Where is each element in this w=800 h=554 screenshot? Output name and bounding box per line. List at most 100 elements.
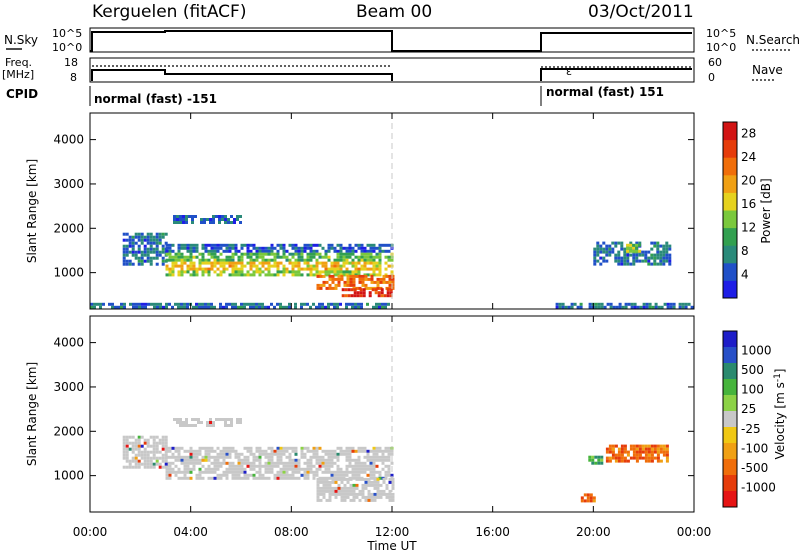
data-cell <box>339 249 343 253</box>
data-cell <box>656 447 660 451</box>
data-cell <box>650 247 654 251</box>
data-cell <box>602 247 606 251</box>
data-cell <box>324 264 328 268</box>
data-cell <box>282 305 285 309</box>
data-cell <box>243 273 247 277</box>
data-cell <box>155 235 159 239</box>
data-cell <box>345 473 349 477</box>
data-cell <box>149 450 153 454</box>
data-cell <box>605 459 609 463</box>
data-cell <box>168 249 172 253</box>
data-cell <box>237 473 241 477</box>
data-cell <box>213 270 217 274</box>
data-cell <box>270 302 273 306</box>
data-cell <box>222 264 226 268</box>
data-cell <box>258 446 262 450</box>
data-cell <box>303 452 307 456</box>
data-cell <box>218 215 221 218</box>
data-cell <box>180 461 184 465</box>
data-cell <box>608 450 612 454</box>
data-cell <box>600 458 604 462</box>
data-cell <box>602 256 606 260</box>
data-cell <box>231 470 235 474</box>
data-cell <box>324 267 328 271</box>
data-cell <box>297 467 301 471</box>
data-cell <box>201 273 205 277</box>
data-cell <box>309 264 313 268</box>
data-cell <box>672 302 676 306</box>
data-cell <box>243 243 247 247</box>
data-cell <box>355 486 359 490</box>
data-cell <box>122 253 126 257</box>
data-cell <box>183 461 187 465</box>
data-cell <box>312 255 316 259</box>
data-cell <box>261 302 264 306</box>
data-cell <box>368 294 372 298</box>
data-cell <box>318 270 322 274</box>
data-cell <box>114 305 117 309</box>
data-cell <box>384 243 388 247</box>
data-cell <box>291 473 295 477</box>
data-cell <box>227 218 230 221</box>
data-cell <box>321 246 325 250</box>
data-cell <box>372 473 376 477</box>
data-cell <box>222 449 226 453</box>
data-cell <box>339 470 343 474</box>
data-cell <box>388 283 392 287</box>
data-cell <box>252 261 256 265</box>
data-cell <box>285 449 289 453</box>
data-cell <box>339 270 343 274</box>
data-cell <box>125 465 129 469</box>
data-cell <box>222 261 226 265</box>
data-cell <box>381 467 385 471</box>
data-cell <box>273 258 277 262</box>
station-title: Kerguelen (fitACF) <box>92 2 246 22</box>
data-cell <box>379 280 383 284</box>
data-cell <box>591 461 595 465</box>
data-cell <box>140 462 144 466</box>
data-cell <box>662 244 666 248</box>
data-cell <box>161 262 165 266</box>
data-cell <box>207 455 211 459</box>
data-cell <box>225 258 229 262</box>
data-cell <box>384 449 388 453</box>
freq-tick-top: 18 <box>64 56 78 69</box>
colorbar-segment <box>723 139 737 158</box>
data-cell <box>291 449 295 453</box>
data-cell <box>351 252 355 256</box>
data-cell <box>665 459 669 463</box>
data-cell <box>294 261 298 265</box>
data-cell <box>653 262 657 266</box>
data-cell <box>276 446 280 450</box>
data-cell <box>312 476 316 480</box>
data-cell <box>255 246 259 250</box>
data-cell <box>140 435 144 439</box>
data-cell <box>177 458 181 462</box>
data-cell <box>294 467 298 471</box>
data-cell <box>96 302 99 306</box>
data-cell <box>180 302 183 306</box>
data-cell <box>322 480 326 484</box>
data-cell <box>333 249 337 253</box>
data-cell <box>252 264 256 268</box>
data-cell <box>143 253 147 257</box>
data-cell <box>261 255 265 259</box>
data-cell <box>282 467 286 471</box>
data-cell <box>309 252 313 256</box>
data-cell <box>597 461 601 465</box>
data-cell <box>249 255 253 259</box>
data-cell <box>179 221 182 224</box>
data-cell <box>656 250 660 254</box>
data-cell <box>125 232 129 236</box>
data-cell <box>149 444 153 448</box>
data-cell <box>629 249 633 253</box>
data-cell <box>90 302 93 306</box>
data-cell <box>285 464 289 468</box>
data-cell <box>306 258 310 262</box>
data-cell <box>360 264 364 268</box>
data-cell <box>233 221 236 224</box>
data-cell <box>224 418 227 421</box>
data-cell <box>334 489 338 493</box>
data-cell <box>198 470 202 474</box>
data-cell <box>195 255 199 259</box>
